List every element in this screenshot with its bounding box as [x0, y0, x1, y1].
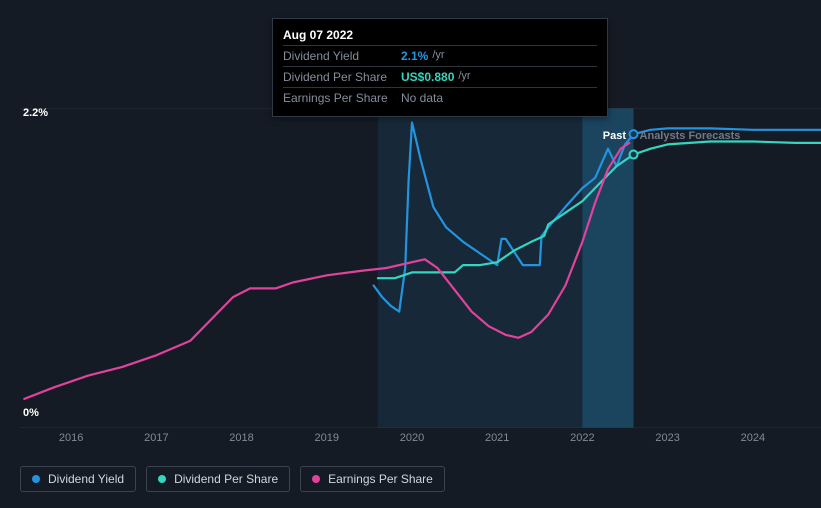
- legend-swatch: [32, 475, 40, 483]
- x-tick: 2018: [229, 432, 253, 444]
- legend-swatch: [158, 475, 166, 483]
- tooltip-row-unit: /yr: [432, 49, 444, 63]
- legend-label: Earnings Per Share: [328, 472, 433, 486]
- x-tick: 2016: [59, 432, 83, 444]
- legend-swatch: [312, 475, 320, 483]
- zone-label-past: Past: [603, 130, 626, 142]
- legend-item-earnings_per_share[interactable]: Earnings Per Share: [300, 466, 445, 492]
- legend-item-dividend_per_share[interactable]: Dividend Per Share: [146, 466, 290, 492]
- x-axis: 2016 2017 2018 2019 2020 2021 2022 2023 2024: [20, 432, 821, 448]
- hover-tooltip: Aug 07 2022 Dividend Yield2.1%/yrDividen…: [272, 18, 608, 117]
- tooltip-row: Dividend Yield2.1% /yr: [283, 45, 597, 66]
- tooltip-row-unit: /yr: [458, 70, 470, 84]
- x-tick: 2021: [485, 432, 509, 444]
- tooltip-row-label: Dividend Per Share: [283, 70, 401, 84]
- y-axis-label-max: 2.2%: [23, 107, 48, 119]
- tooltip-row-value: US$0.880: [401, 70, 454, 84]
- zone-label-forecast: Analysts Forecasts: [640, 130, 741, 142]
- legend-label: Dividend Yield: [48, 472, 124, 486]
- y-axis-label-min: 0%: [23, 407, 39, 419]
- chart-svg: [20, 108, 821, 428]
- x-tick: 2024: [741, 432, 765, 444]
- legend-item-dividend_yield[interactable]: Dividend Yield: [20, 466, 136, 492]
- marker-dividend_per_share: [630, 151, 638, 159]
- x-tick: 2017: [144, 432, 168, 444]
- tooltip-row-label: Dividend Yield: [283, 49, 401, 63]
- tooltip-row-value: 2.1%: [401, 49, 428, 63]
- marker-dividend_yield: [630, 130, 638, 138]
- x-tick: 2020: [400, 432, 424, 444]
- tooltip-row-label: Earnings Per Share: [283, 91, 401, 105]
- tooltip-row: Earnings Per ShareNo data: [283, 87, 597, 108]
- tooltip-row-value: No data: [401, 91, 443, 105]
- chart-legend: Dividend Yield Dividend Per Share Earnings…: [20, 466, 445, 492]
- chart-area[interactable]: 2.2% 0%: [20, 108, 821, 428]
- x-tick: 2022: [570, 432, 594, 444]
- x-tick: 2023: [655, 432, 679, 444]
- legend-label: Dividend Per Share: [174, 472, 278, 486]
- tooltip-row: Dividend Per ShareUS$0.880/yr: [283, 66, 597, 87]
- x-tick: 2019: [315, 432, 339, 444]
- tooltip-date: Aug 07 2022: [283, 25, 597, 45]
